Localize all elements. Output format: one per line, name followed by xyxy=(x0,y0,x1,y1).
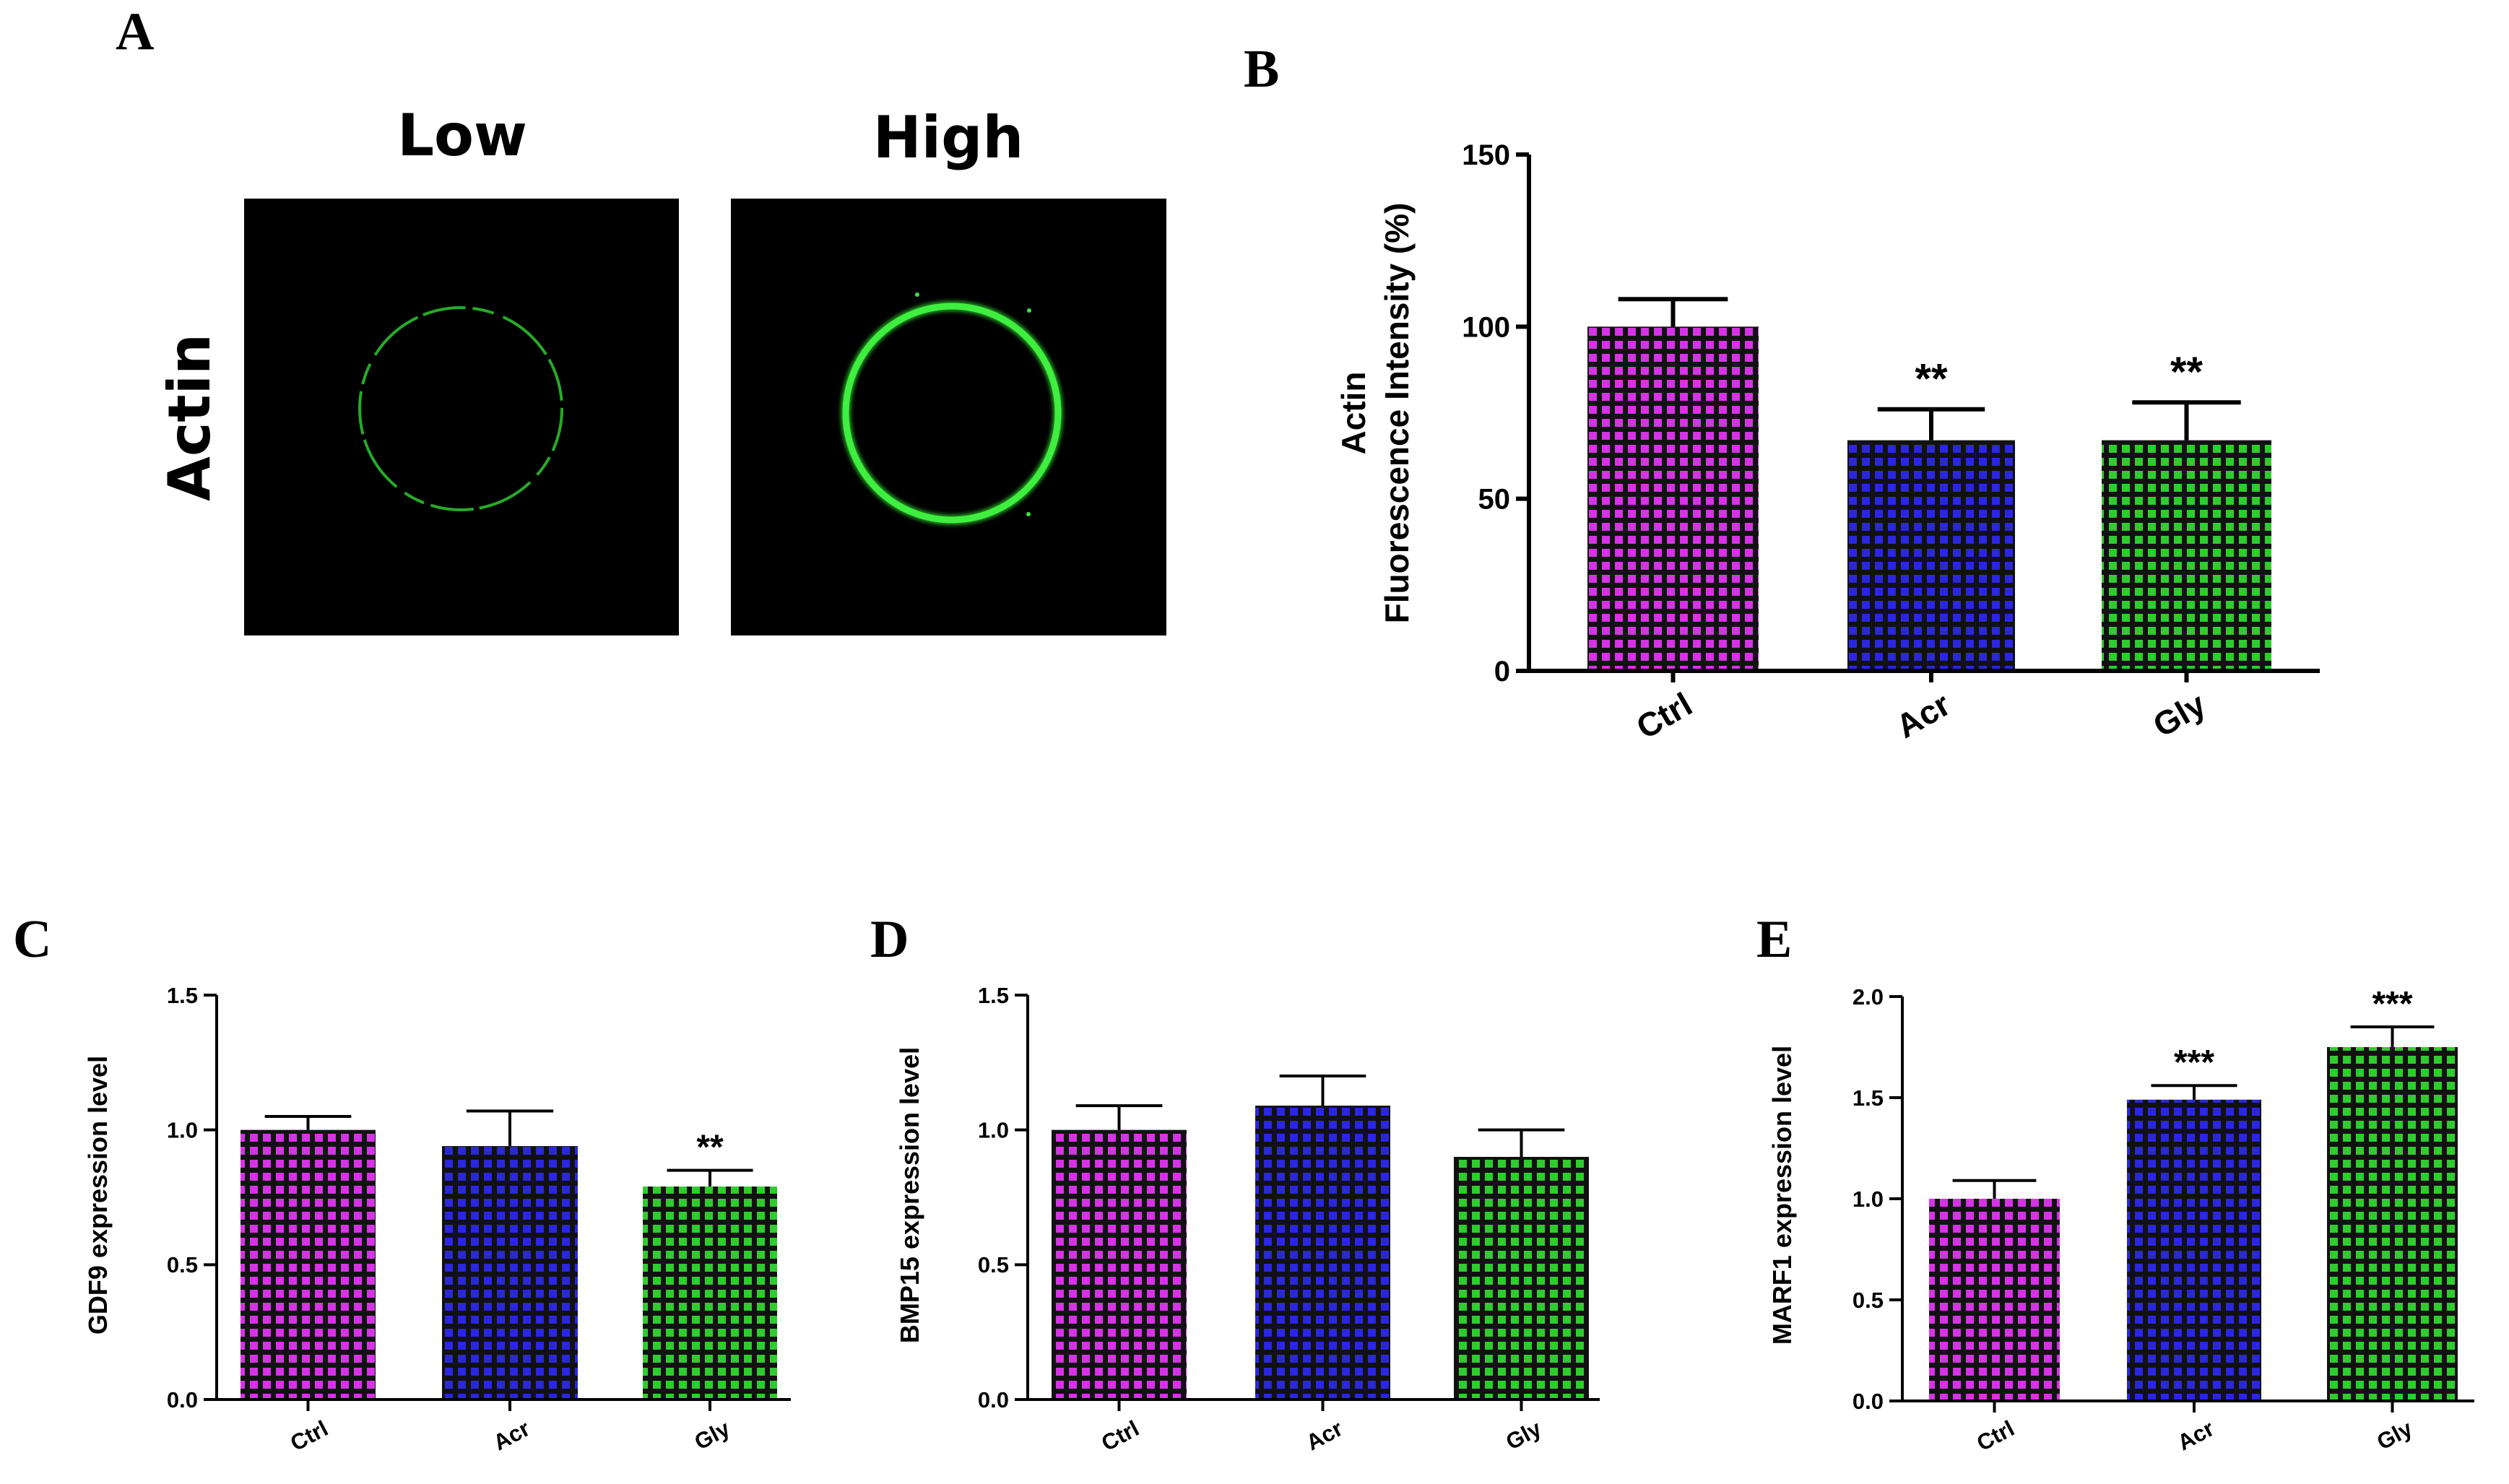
bar-gly xyxy=(2327,1047,2458,1401)
y-tick-label: 0.5 xyxy=(167,1252,198,1277)
x-tick-label: Gly xyxy=(690,1415,734,1455)
x-tick-label: Ctrl xyxy=(286,1415,332,1456)
y-tick-label: 1.5 xyxy=(1852,1085,1884,1111)
y-tick-label: 0.0 xyxy=(167,1387,198,1413)
bar-acr xyxy=(1847,440,2015,671)
micrograph-low xyxy=(244,199,679,635)
y-axis-label: MARF1 expression level xyxy=(1767,1046,1797,1345)
panel-letter-b: B xyxy=(1244,40,1279,99)
bar-acr xyxy=(442,1146,578,1400)
y-tick-label: 0 xyxy=(1494,656,1510,687)
chart-b: B Actin Fluorescence Intensity (%) Ctrl ** Ac… xyxy=(1244,40,2320,746)
y-tick-label: 0.0 xyxy=(978,1387,1009,1413)
significance-gly: ** xyxy=(696,1129,724,1167)
column-title-low: Low xyxy=(397,102,527,169)
panel-a: A Low High Actin xyxy=(116,2,1166,635)
y-tick-label: 50 xyxy=(1478,484,1511,516)
y-tick-label: 0.0 xyxy=(1852,1389,1884,1414)
x-tick-label: Gly xyxy=(2146,685,2212,744)
bar-acr xyxy=(2127,1099,2261,1401)
x-tick-label: Gly xyxy=(1502,1415,1546,1455)
y-tick-label: 1.5 xyxy=(978,983,1009,1008)
bar-gly xyxy=(1454,1157,1589,1400)
panel-letter-d: D xyxy=(870,910,909,969)
y-tick-label: 0.5 xyxy=(978,1252,1009,1277)
chart-e: E MARF1 expression level Ctrl *** Acr *** Gly 0… xyxy=(1756,910,2474,1456)
y-tick-label: 1.5 xyxy=(167,983,198,1008)
bar-acr xyxy=(1255,1106,1390,1400)
panel-letter-e: E xyxy=(1756,910,1792,969)
x-tick-label: Ctrl xyxy=(1630,685,1699,747)
actin-ring-low xyxy=(358,306,563,511)
x-tick-label: Acr xyxy=(2173,1415,2218,1455)
micrograph-high xyxy=(731,199,1166,635)
x-tick-label: Gly xyxy=(2372,1415,2417,1455)
column-title-high: High xyxy=(873,104,1024,171)
y-axis-label: GDF9 expression level xyxy=(83,1056,113,1335)
x-tick-label: Ctrl xyxy=(1097,1415,1143,1456)
x-tick-label: Acr xyxy=(1302,1415,1347,1455)
y-axis-label: Actin xyxy=(1335,372,1372,455)
significance-gly: ** xyxy=(2170,349,2204,396)
y-tick-label: 1.0 xyxy=(978,1118,1009,1143)
y-tick-label: 100 xyxy=(1462,311,1510,343)
y-axis-label: Fluorescence Intensity (%) xyxy=(1378,203,1416,624)
bar-ctrl xyxy=(1052,1129,1187,1400)
actin-ring-high xyxy=(842,303,1062,524)
chart-d: D BMP15 expression level Ctrl Acr Gly 0.0 0.5 1… xyxy=(870,910,1600,1456)
panel-letter-a: A xyxy=(116,2,154,61)
row-label-actin: Actin xyxy=(156,334,223,501)
chart-c: C GDF9 expression level Ctrl Acr ** Gly 0.0 0.5… xyxy=(13,910,791,1456)
bar-gly xyxy=(2102,440,2271,671)
panel-letter-c: C xyxy=(13,910,51,969)
y-tick-label: 2.0 xyxy=(1852,984,1884,1010)
significance-gly: *** xyxy=(2372,985,2412,1023)
y-tick-label: 1.0 xyxy=(1852,1186,1884,1212)
x-tick-label: Acr xyxy=(1890,685,1957,745)
y-tick-label: 150 xyxy=(1462,139,1510,171)
y-tick-label: 1.0 xyxy=(167,1118,198,1143)
bar-ctrl xyxy=(1929,1199,2060,1401)
bar-ctrl xyxy=(1587,326,1759,671)
significance-acr: *** xyxy=(2174,1043,2214,1082)
bar-gly xyxy=(643,1186,777,1400)
x-tick-label: Acr xyxy=(489,1415,534,1455)
y-tick-label: 0.5 xyxy=(1852,1288,1884,1313)
bar-ctrl xyxy=(240,1129,376,1400)
significance-acr: ** xyxy=(1915,356,1948,403)
x-tick-label: Ctrl xyxy=(1972,1415,2019,1456)
y-axis-label: BMP15 expression level xyxy=(895,1047,924,1343)
